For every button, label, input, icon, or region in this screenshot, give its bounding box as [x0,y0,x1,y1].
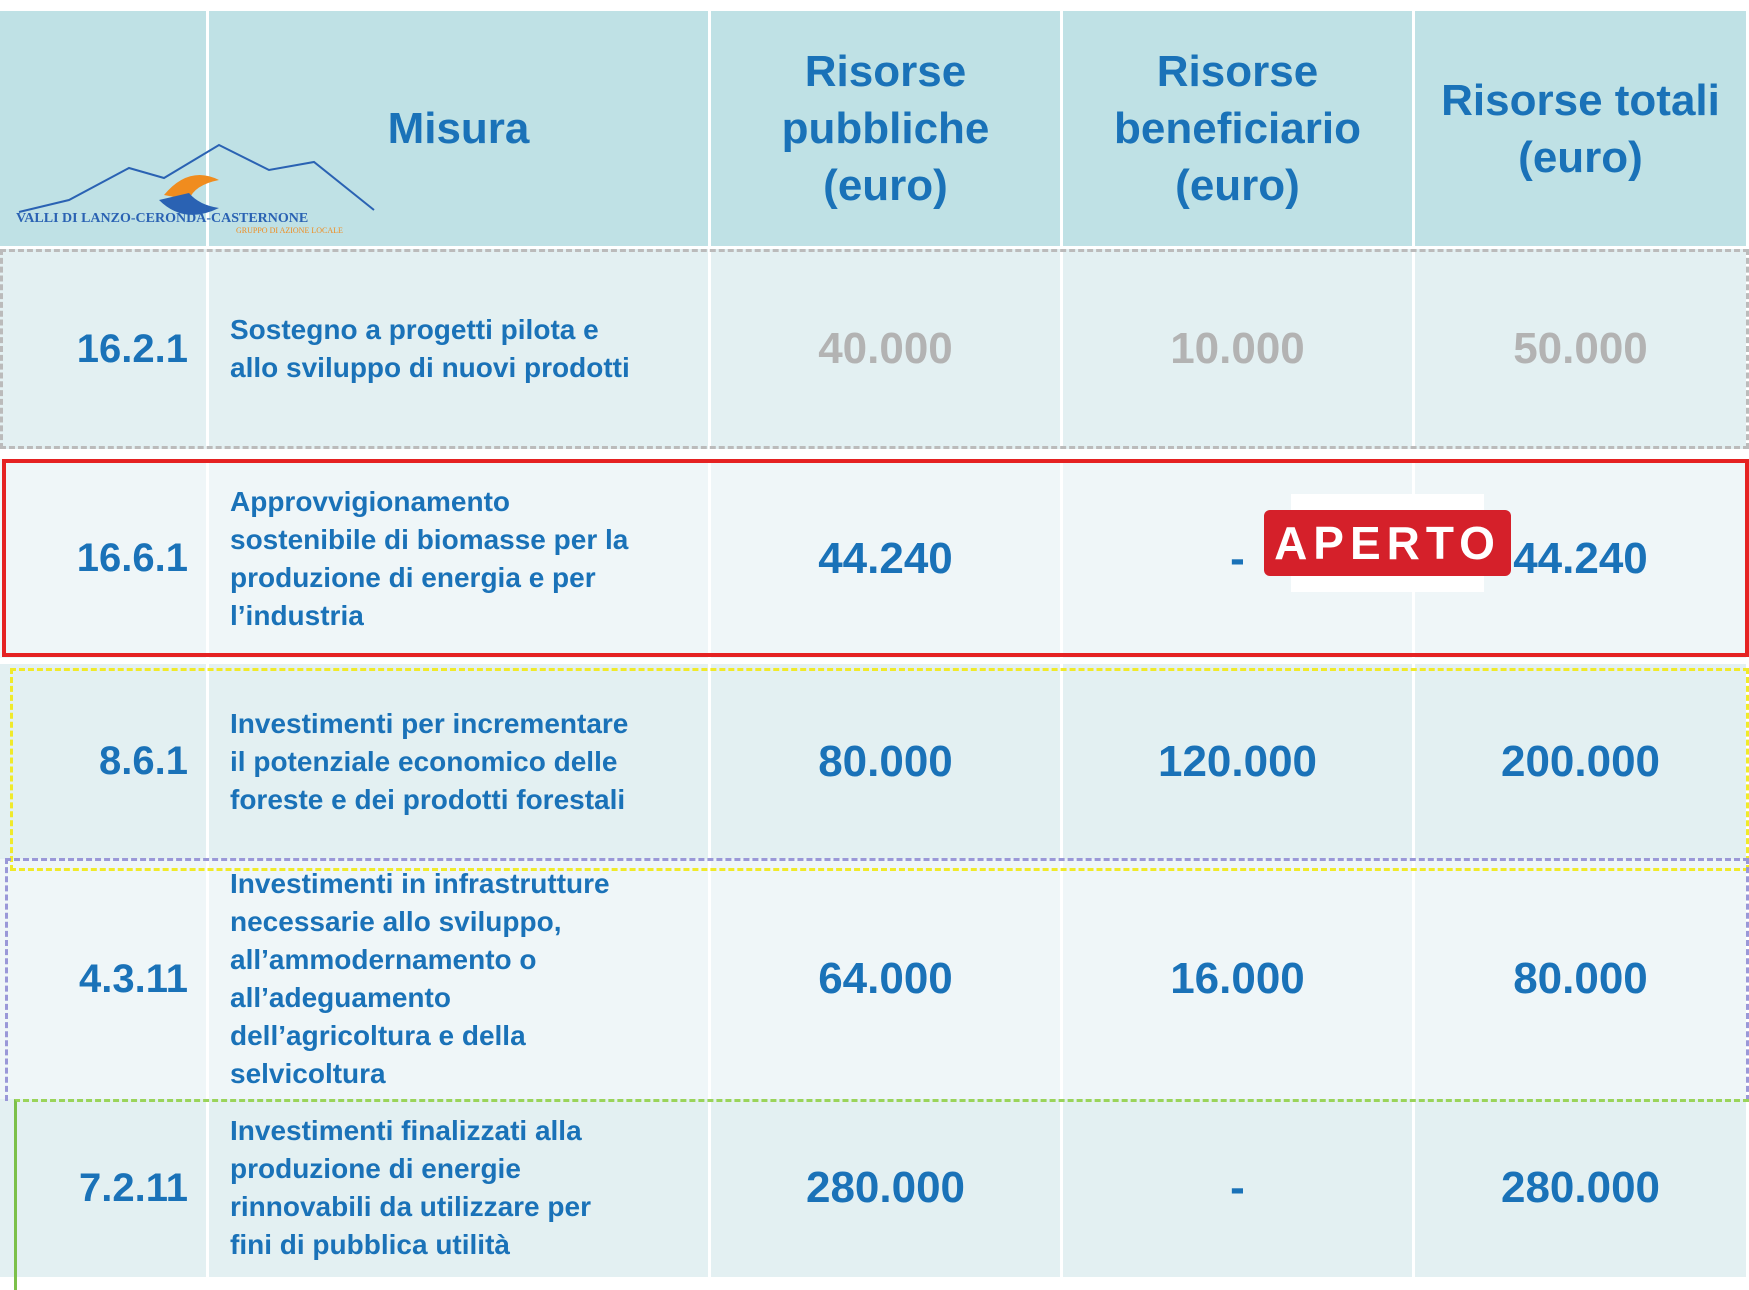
amount: - [1063,1099,1415,1277]
amount: 200.000 [1415,664,1749,859]
amount: 120.000 [1063,664,1415,859]
measure-code: 4.3.11 [0,859,209,1099]
header-cell: Risorse totali (euro) [1415,11,1749,246]
measure-code: 8.6.1 [0,664,209,859]
logo-subtitle: GRUPPO DI AZIONE LOCALE [236,226,343,235]
badge-text: APERTO [1264,510,1511,576]
amount: 10.000 [1063,249,1415,449]
amount: 280.000 [1415,1099,1749,1277]
page: MisuraRisorse pubbliche (euro)Risorse be… [0,0,1749,1290]
amount: 80.000 [1415,859,1749,1099]
amount: 40.000 [711,249,1063,449]
amount: 16.000 [1063,859,1415,1099]
header-cell: Risorse pubbliche (euro) [711,11,1063,246]
measure-description: Investimenti per incrementare il potenzi… [209,664,711,859]
amount: 280.000 [711,1099,1063,1277]
amount: 64.000 [711,859,1063,1099]
measure-description: Investimenti in infrastrutture necessari… [209,859,711,1099]
header-cell: Risorse beneficiario (euro) [1063,11,1415,246]
measure-description: Approvvigionamento sostenibile di biomas… [209,459,711,658]
amount: 44.240 [711,459,1063,658]
logo-name: VALLI DI LANZO-CERONDA-CASTERNONE [16,211,308,226]
measure-description: Investimenti finalizzati alla produzione… [209,1099,711,1277]
measure-code: 16.2.1 [0,249,209,449]
measure-code: 7.2.11 [0,1099,209,1277]
measure-code: 16.6.1 [0,459,209,658]
logo: VALLI DI LANZO-CERONDA-CASTERNONE GRUPPO… [14,140,384,240]
amount: 80.000 [711,664,1063,859]
measure-description: Sostegno a progetti pilota e allo svilup… [209,249,711,449]
amount: 50.000 [1415,249,1749,449]
badge: APERTO [1291,494,1484,592]
